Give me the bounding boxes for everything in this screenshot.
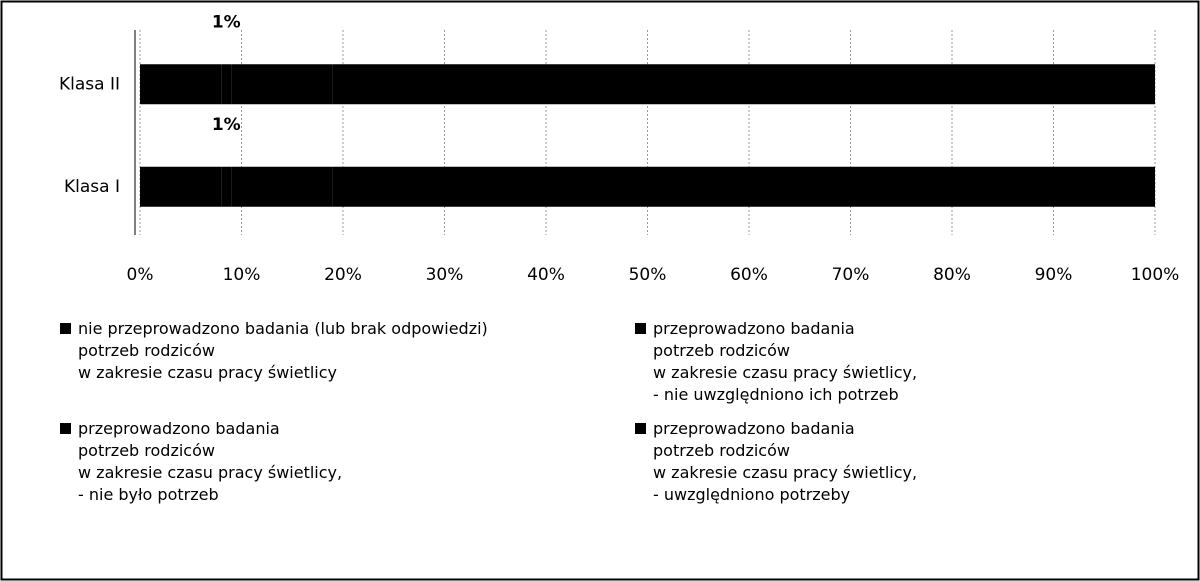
legend-swatch (635, 423, 646, 434)
legend-item: nie przeprowadzono badania (lub brak odp… (60, 318, 488, 384)
y-tick-label: Klasa II (59, 74, 120, 94)
legend-swatch (60, 423, 71, 434)
bar-segment (231, 166, 333, 207)
bar-segment (231, 64, 333, 105)
legend-label: przeprowadzono badania potrzeb rodziców … (653, 419, 918, 504)
bar-segment (140, 64, 222, 105)
legend-label: nie przeprowadzono badania (lub brak odp… (78, 319, 488, 382)
legend-item: przeprowadzono badania potrzeb rodziców … (635, 418, 917, 506)
x-tick-label: 50% (629, 265, 667, 285)
bar-segment (221, 64, 232, 105)
x-tick-label: 90% (1035, 265, 1073, 285)
y-tick-label: Klasa I (64, 177, 120, 197)
x-tick-label: 80% (933, 265, 971, 285)
bar-segment (140, 166, 222, 207)
x-tick-label: 100% (1131, 265, 1180, 285)
legend-swatch (635, 323, 646, 334)
x-tick-label: 40% (527, 265, 565, 285)
legend-label: przeprowadzono badania potrzeb rodziców … (78, 419, 343, 504)
bar-segment (221, 166, 232, 207)
bar-segment (332, 166, 1156, 207)
legend-label: przeprowadzono badania potrzeb rodziców … (653, 319, 918, 404)
legend-swatch (60, 323, 71, 334)
legend-item: przeprowadzono badania potrzeb rodziców … (635, 318, 917, 406)
legend-item: przeprowadzono badania potrzeb rodziców … (60, 418, 342, 506)
x-tick-label: 20% (324, 265, 362, 285)
x-tick-label: 10% (223, 265, 261, 285)
x-tick-label: 70% (832, 265, 870, 285)
x-tick-label: 30% (426, 265, 464, 285)
x-tick-label: 60% (730, 265, 768, 285)
data-label: 1% (212, 12, 241, 32)
x-tick-label: 0% (127, 265, 154, 285)
data-label: 1% (212, 115, 241, 135)
bar-segment (332, 64, 1156, 105)
